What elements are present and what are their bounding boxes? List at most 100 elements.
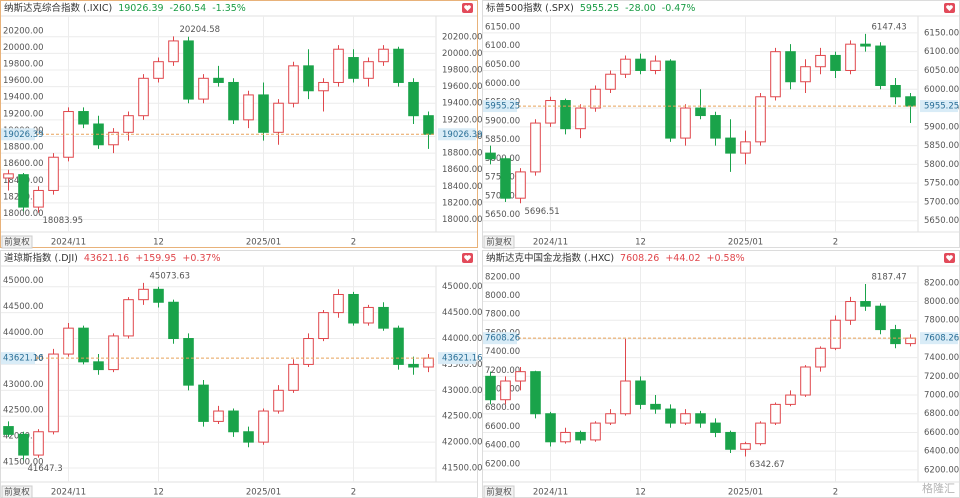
candle-body bbox=[258, 94, 269, 133]
candle-body bbox=[423, 357, 434, 368]
max-annotation: 6147.43 bbox=[872, 22, 907, 32]
last-price-right: 19026.39 bbox=[442, 130, 483, 140]
x-tick-label: 2025/01 bbox=[246, 238, 281, 248]
candle-body bbox=[575, 107, 586, 130]
y-tick-label-left: 8200.00 bbox=[485, 272, 520, 282]
adjust-button[interactable] bbox=[483, 235, 515, 249]
y-tick-label-right: 44500.00 bbox=[442, 308, 483, 318]
y-tick-label-right: 19800.00 bbox=[442, 66, 483, 76]
candle-body bbox=[363, 306, 374, 324]
x-tick-label: 2024/11 bbox=[533, 488, 568, 498]
y-tick-label-left: 42500.00 bbox=[3, 406, 44, 416]
adjust-button[interactable] bbox=[1, 485, 33, 498]
panel-frame bbox=[0, 250, 478, 498]
candle-body bbox=[303, 65, 314, 92]
x-tick-label: 2 bbox=[351, 488, 356, 498]
y-tick-label-right: 43000.00 bbox=[442, 386, 483, 396]
candle-body bbox=[530, 122, 541, 173]
y-tick-label-right: 42500.00 bbox=[442, 412, 483, 422]
y-tick-label-left: 19600.00 bbox=[3, 76, 44, 86]
candle-body bbox=[48, 353, 59, 433]
y-tick-label-left: 8000.00 bbox=[485, 291, 520, 301]
x-tick-label: 2025/01 bbox=[728, 488, 763, 498]
candle-body bbox=[650, 60, 661, 71]
change-pct: +0.37% bbox=[182, 253, 220, 264]
candle-body bbox=[393, 48, 404, 83]
candle-body bbox=[198, 77, 209, 100]
y-tick-label-left: 6100.00 bbox=[485, 41, 520, 51]
x-tick-label: 2025/01 bbox=[246, 488, 281, 498]
x-tick-label: 2025/01 bbox=[728, 238, 763, 248]
change: +44.02 bbox=[665, 253, 700, 264]
y-tick-label-left: 6600.00 bbox=[485, 422, 520, 432]
title-text: 纳斯达克综合指数 (.IXIC) bbox=[4, 2, 112, 14]
candle-body bbox=[620, 58, 631, 75]
y-tick-label-right: 18000.00 bbox=[442, 215, 483, 225]
y-tick-label-right: 7200.00 bbox=[924, 372, 959, 382]
candle-body bbox=[755, 96, 766, 143]
y-tick-label-right: 8200.00 bbox=[924, 278, 959, 288]
candle-body bbox=[695, 413, 706, 424]
y-tick-label-right: 19400.00 bbox=[442, 99, 483, 109]
y-tick-label-left: 41500.00 bbox=[3, 458, 44, 468]
change: -28.00 bbox=[625, 3, 656, 14]
candle-body bbox=[303, 338, 314, 365]
y-tick-label-left: 6000.00 bbox=[485, 79, 520, 89]
candle-body bbox=[755, 422, 766, 445]
min-annotation: 18083.95 bbox=[43, 216, 84, 226]
candle-body bbox=[800, 366, 811, 396]
candle-body bbox=[408, 81, 419, 117]
candle-body bbox=[348, 293, 359, 324]
candle-body bbox=[530, 371, 541, 415]
y-tick-label-right: 5850.00 bbox=[924, 141, 959, 151]
candle-body bbox=[33, 189, 44, 208]
chart-panel: 2024/11 12 2025/01 2 5650.00 5650.00 5700.00 57… bbox=[482, 0, 960, 249]
title-text: 标普500指数 (.SPX) bbox=[486, 2, 574, 14]
candle-body bbox=[500, 380, 511, 401]
change-pct: +0.58% bbox=[707, 253, 745, 264]
adjust-button[interactable] bbox=[483, 485, 515, 498]
candle-body bbox=[183, 338, 194, 386]
x-tick-label: 2 bbox=[351, 238, 356, 248]
y-tick-label-right: 6200.00 bbox=[924, 465, 959, 475]
candle-body bbox=[318, 312, 329, 340]
candle-body bbox=[830, 319, 841, 349]
candle-body bbox=[635, 380, 646, 405]
candle-body bbox=[875, 305, 886, 331]
candle-body bbox=[905, 337, 916, 345]
candle-body bbox=[18, 433, 29, 456]
y-tick-label-right: 20000.00 bbox=[442, 49, 483, 59]
candle-body bbox=[725, 431, 736, 450]
title-text: 道琼斯指数 (.DJI) bbox=[4, 252, 78, 264]
adjust-label: 前复权 bbox=[4, 487, 30, 498]
adjust-label: 前复权 bbox=[486, 237, 512, 248]
candle-body bbox=[695, 107, 706, 117]
candle-body bbox=[288, 363, 299, 391]
adjust-button[interactable] bbox=[1, 235, 33, 249]
y-tick-label-left: 45000.00 bbox=[3, 276, 44, 286]
heart-icon bbox=[946, 5, 953, 11]
y-tick-label-right: 19200.00 bbox=[442, 115, 483, 125]
change: +159.95 bbox=[135, 253, 176, 264]
candle-body bbox=[815, 347, 826, 368]
y-tick-label-left: 6050.00 bbox=[485, 60, 520, 70]
candle-body bbox=[393, 327, 404, 365]
chart-panel: 2024/11 12 2025/01 2 41500.00 41500.00 42000.0… bbox=[0, 250, 483, 498]
x-tick-label: 2024/11 bbox=[51, 488, 86, 498]
y-tick-label-left: 5850.00 bbox=[485, 135, 520, 145]
candle-body bbox=[845, 43, 856, 71]
x-tick-label: 2 bbox=[833, 488, 838, 498]
y-tick-label-right: 45000.00 bbox=[442, 282, 483, 292]
chart-panel: 2024/11 12 2025/01 2 18000.00 18000.00 18200.0… bbox=[0, 0, 483, 249]
last-price-quote: 7608.26 bbox=[620, 253, 659, 264]
adjust-label: 前复权 bbox=[4, 237, 30, 248]
candle-body bbox=[605, 413, 616, 424]
candle-body bbox=[665, 60, 676, 139]
chart-panel: 2024/11 12 2025/01 2 6200.00 6200.00 6400.00 64… bbox=[482, 250, 960, 498]
max-annotation: 45073.63 bbox=[150, 271, 191, 281]
candle-body bbox=[63, 327, 74, 355]
x-tick-label: 2024/11 bbox=[533, 238, 568, 248]
y-tick-label-right: 18200.00 bbox=[442, 198, 483, 208]
candle-body bbox=[650, 403, 661, 410]
candle-body bbox=[890, 84, 901, 98]
